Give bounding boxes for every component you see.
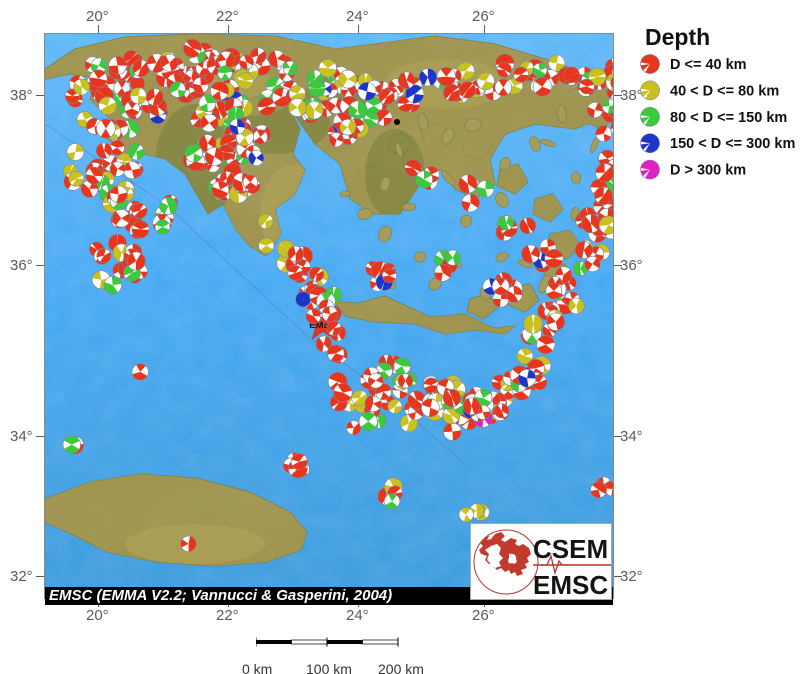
svg-text:D > 300 km: D > 300 km [670, 163, 746, 179]
svg-text:EMSC: EMSC [533, 570, 608, 600]
svg-text:40 < D <= 80 km: 40 < D <= 80 km [670, 83, 779, 99]
svg-text:CSEM: CSEM [533, 534, 608, 564]
svg-text:80 < D <= 150 km: 80 < D <= 150 km [670, 110, 787, 126]
svg-text:D <= 40 km: D <= 40 km [670, 57, 747, 73]
svg-text:150 < D <= 300 km: 150 < D <= 300 km [670, 136, 795, 152]
